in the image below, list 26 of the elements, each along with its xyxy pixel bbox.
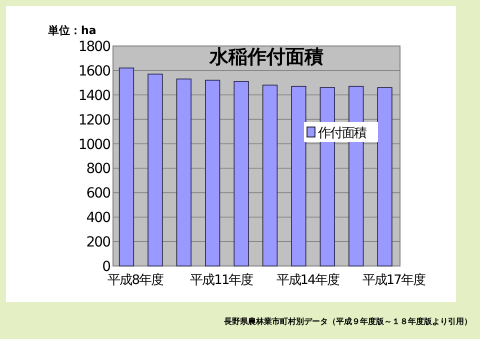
bar bbox=[148, 74, 163, 266]
y-axis-title: 単位：ha bbox=[47, 24, 96, 37]
bar bbox=[205, 80, 220, 266]
y-tick-label: 400 bbox=[86, 210, 110, 226]
bar bbox=[176, 78, 192, 266]
y-tick-label: 200 bbox=[86, 234, 110, 251]
bar bbox=[262, 84, 278, 266]
x-tick-label: 平成8年度 bbox=[108, 272, 164, 288]
bar bbox=[118, 68, 134, 266]
x-tick-label: 平成11年度 bbox=[190, 272, 254, 288]
legend-label: 作付面積 bbox=[317, 126, 367, 141]
x-tick-label: 平成17年度 bbox=[362, 272, 426, 288]
bar bbox=[291, 86, 306, 266]
y-tick-label: 1000 bbox=[78, 136, 110, 153]
y-tick-label: 0 bbox=[102, 259, 110, 275]
x-tick-label: 平成14年度 bbox=[276, 272, 340, 288]
chart-title: 水稲作付面積 bbox=[208, 46, 324, 68]
y-tick-label: 1800 bbox=[78, 39, 110, 55]
y-tick-label: 800 bbox=[86, 161, 110, 178]
text: 長野県農林業市町村別データ（平成９年度版～１８年度版より引用） bbox=[223, 316, 472, 326]
y-tick-label: 1600 bbox=[78, 63, 110, 80]
y-tick-label: 1400 bbox=[78, 88, 110, 104]
bar bbox=[234, 81, 249, 266]
y-tick-label: 600 bbox=[86, 186, 110, 202]
y-tick-label: 1200 bbox=[78, 112, 110, 128]
bar bbox=[377, 87, 392, 266]
